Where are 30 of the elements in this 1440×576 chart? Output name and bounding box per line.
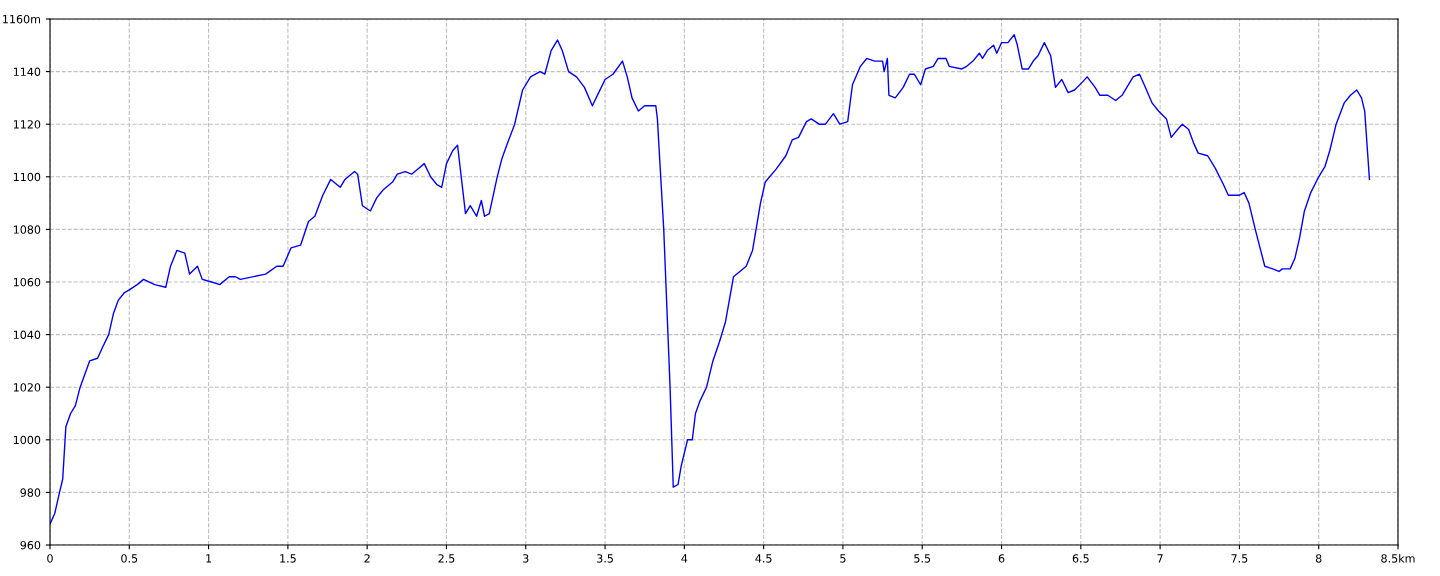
x-tick-label: 6.5 bbox=[1072, 554, 1089, 563]
x-tick-label: 4.5 bbox=[755, 554, 772, 563]
y-tick-label: 1100 bbox=[13, 172, 41, 182]
x-tick-label: 8 bbox=[1315, 554, 1322, 563]
y-tick-label: 960 bbox=[20, 540, 41, 550]
x-tick-label: 1 bbox=[206, 554, 212, 563]
x-tick-label: 3 bbox=[523, 554, 529, 563]
x-tick-label: 5.5 bbox=[914, 554, 931, 563]
y-tick-label: 980 bbox=[20, 488, 41, 497]
x-tick-label: 2 bbox=[364, 554, 370, 563]
x-tick-label: 1.5 bbox=[280, 554, 296, 563]
x-tick-label: 7 bbox=[1157, 554, 1163, 563]
y-tick-label: 1080 bbox=[13, 225, 41, 234]
x-tick-label: 2.5 bbox=[438, 554, 455, 563]
x-tick-label: 6 bbox=[998, 554, 1005, 563]
y-tick-label: 1120 bbox=[13, 120, 41, 129]
x-tick-label: 3.5 bbox=[597, 554, 613, 563]
y-tick-label: 1140 bbox=[13, 67, 41, 76]
y-tick-label: 1020 bbox=[13, 383, 41, 392]
y-tick-label: 1060 bbox=[13, 277, 41, 287]
x-tick-label: 5 bbox=[840, 554, 846, 563]
line-series bbox=[50, 34, 1371, 525]
x-tick-label: 0.5 bbox=[121, 554, 138, 563]
x-tick-label: 4 bbox=[681, 554, 688, 563]
x-tick-label: 8.5km bbox=[1381, 554, 1415, 563]
y-tick-label: 1000 bbox=[13, 435, 41, 445]
y-tick-label: 1160m bbox=[3, 14, 41, 24]
x-tick-label: 7.5 bbox=[1231, 554, 1248, 563]
x-tick-label: 0 bbox=[47, 554, 53, 563]
y-tick-label: 1040 bbox=[13, 330, 41, 339]
